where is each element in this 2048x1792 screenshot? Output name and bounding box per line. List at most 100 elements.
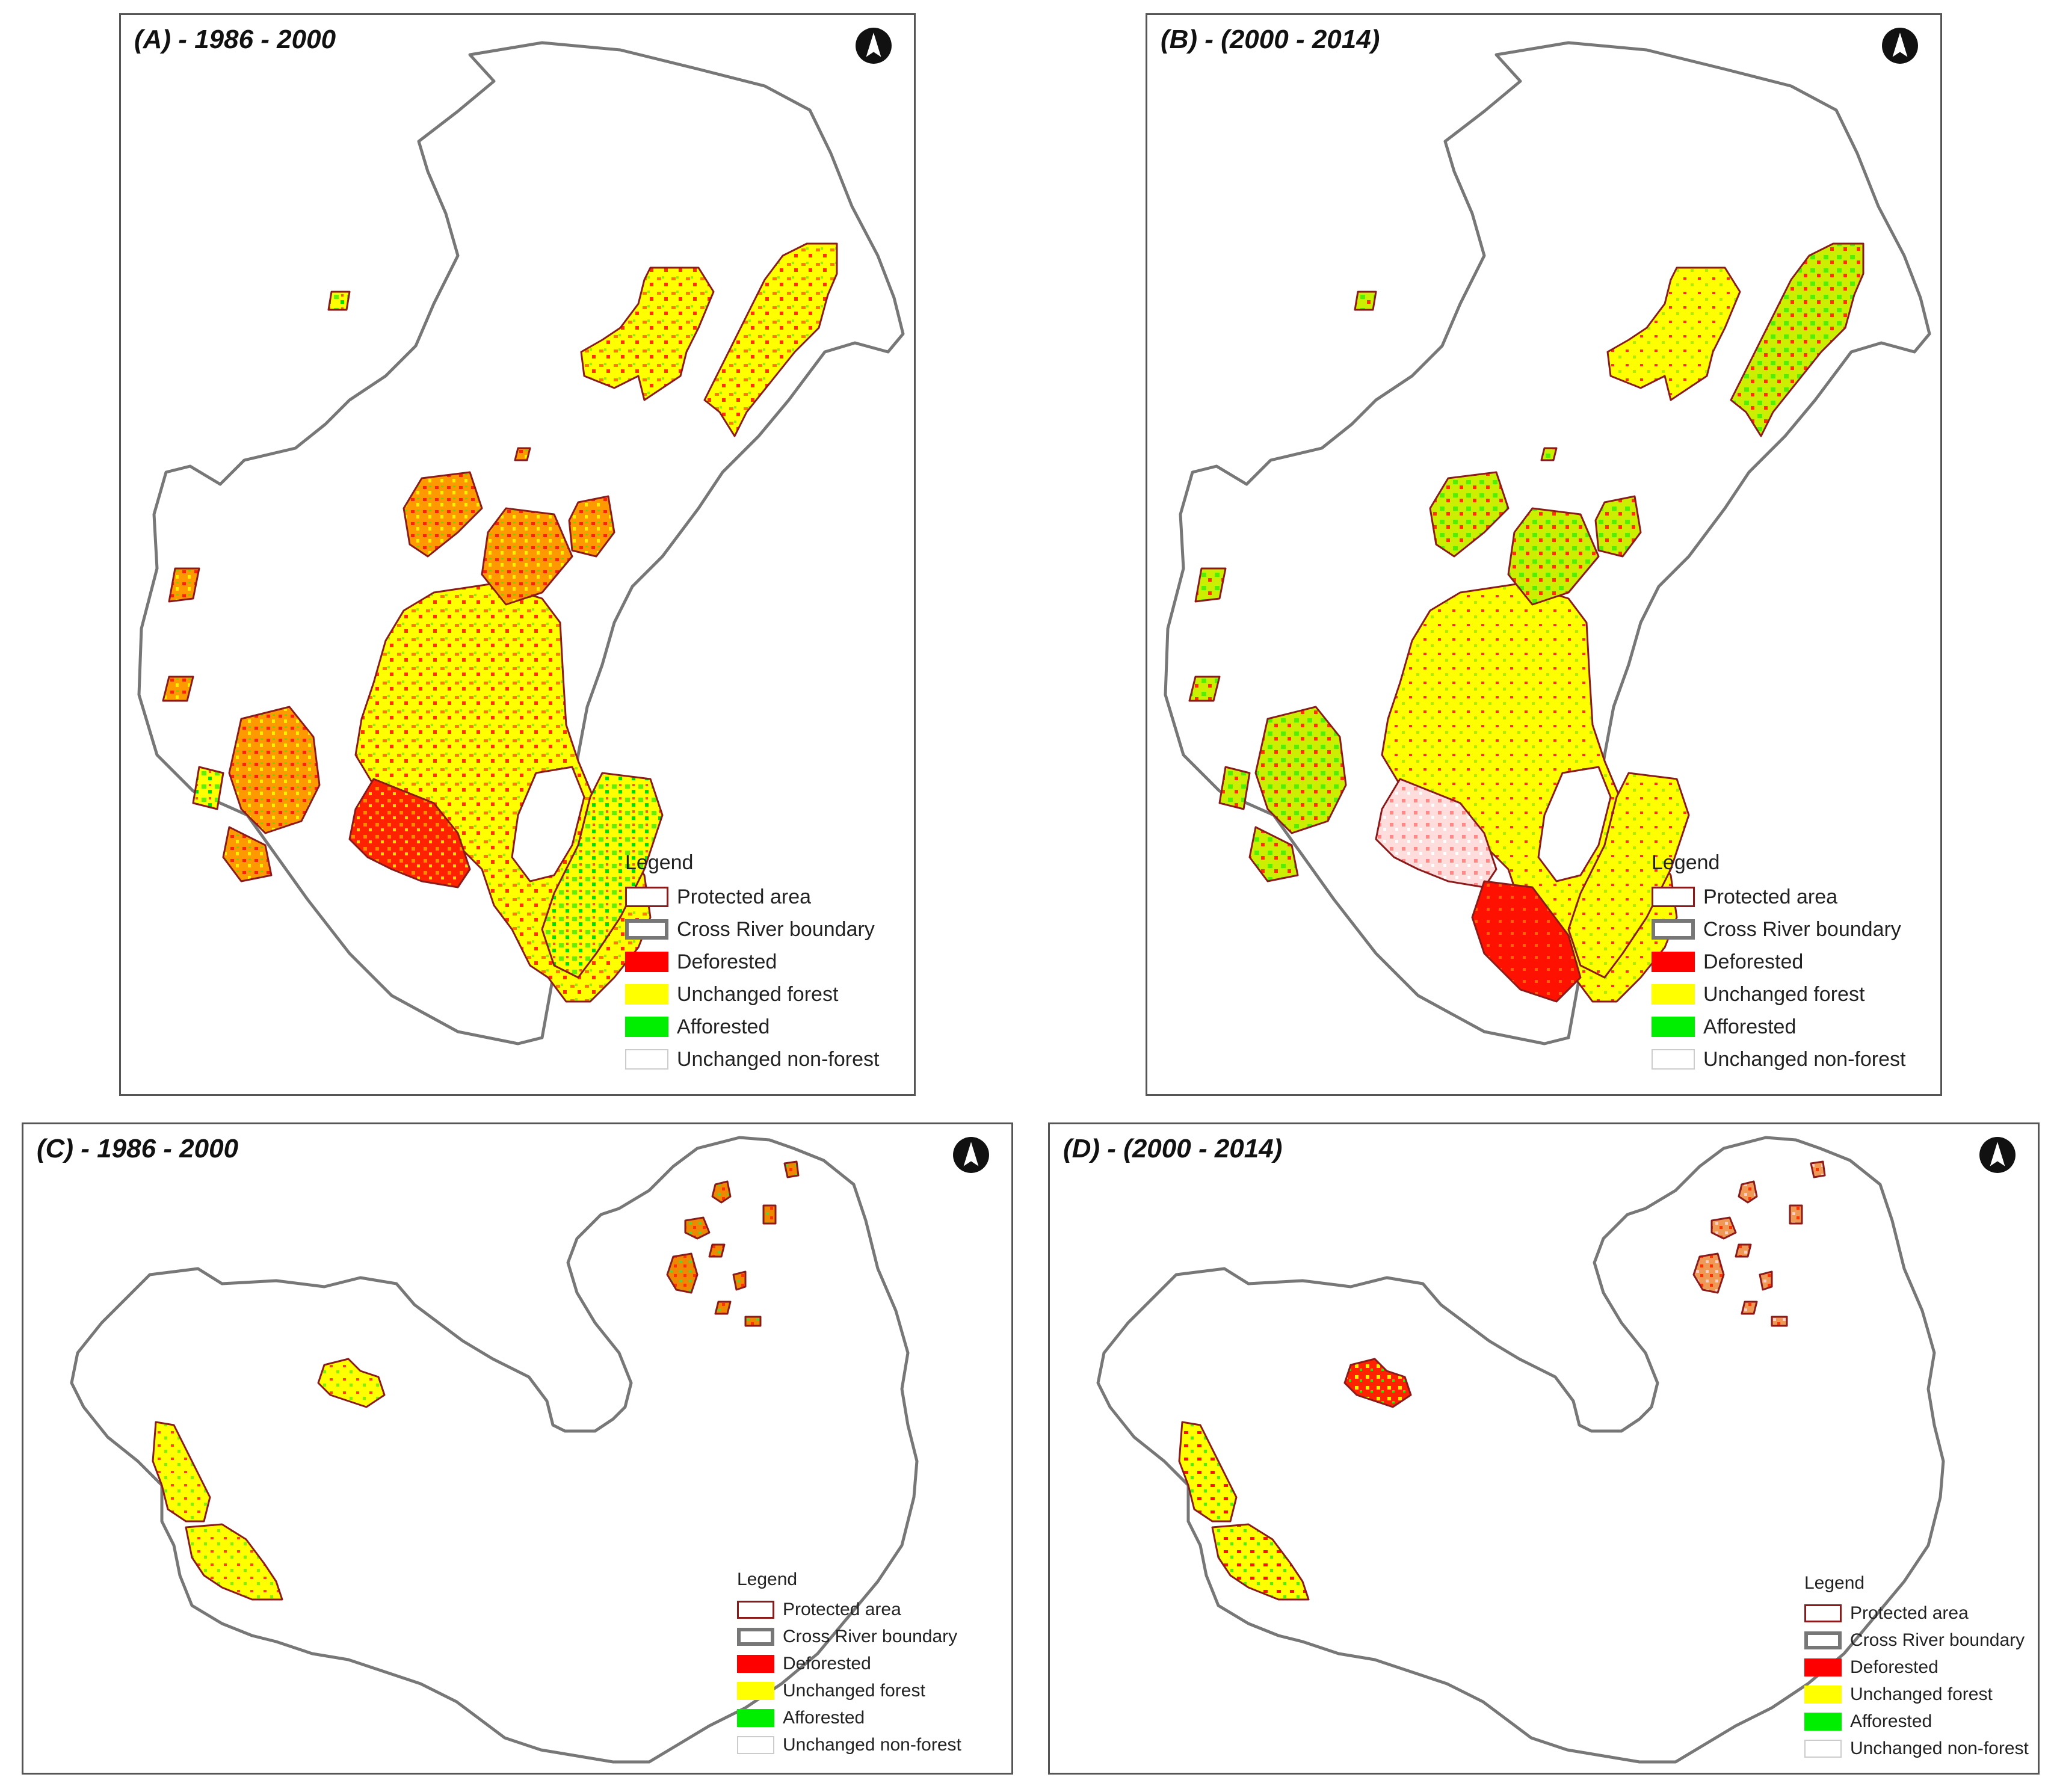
legend-label: Afforested — [1703, 1015, 1797, 1038]
forest-patch — [708, 1243, 726, 1258]
afforested-swatch — [737, 1708, 774, 1727]
forest-patch — [1211, 1523, 1310, 1601]
panel-title-c: (C) - 1986 - 2000 — [37, 1134, 239, 1163]
map-b — [1164, 41, 1931, 1045]
forest-patch — [1540, 447, 1558, 461]
protected-area-swatch — [625, 887, 668, 907]
forest-patch — [1507, 507, 1600, 606]
forest-patch — [1194, 567, 1227, 603]
unchanged-forest-swatch — [1652, 984, 1695, 1005]
forest-patch — [185, 1523, 283, 1601]
forest-patch — [1343, 1358, 1412, 1408]
forest-patch — [714, 1301, 732, 1315]
panel-title-a: (A) - 1986 - 2000 — [134, 25, 336, 54]
forest-patch — [327, 291, 351, 311]
legend-title: Legend — [1652, 851, 1720, 874]
map-panel-b: (B) - (2000 - 2014) Legend Protected are… — [1146, 13, 1942, 1096]
legend-label: Protected area — [1703, 885, 1838, 908]
legend-item-deforested: Deforested — [1804, 1654, 2029, 1681]
legend-label: Unchanged forest — [783, 1680, 925, 1701]
forest-patch — [228, 706, 321, 834]
cross-river-boundary — [1096, 1136, 1945, 1764]
legend-label: Deforested — [783, 1653, 871, 1673]
protected-areas — [1188, 242, 1864, 1003]
legend-item-boundary: Cross River boundary — [737, 1623, 961, 1650]
unchanged-non-forest-swatch — [737, 1735, 774, 1754]
forest-patch — [1178, 1421, 1238, 1523]
legend-item-boundary: Cross River boundary — [1804, 1627, 2029, 1654]
map-c — [70, 1136, 919, 1764]
legend-item-unchanged-non-forest: Unchanged non-forest — [625, 1043, 879, 1076]
forest-patch — [1771, 1316, 1788, 1327]
legend-label: Protected area — [783, 1599, 901, 1619]
forest-patch — [1354, 291, 1377, 311]
legend-label: Protected area — [677, 885, 812, 908]
forest-patch — [222, 826, 273, 882]
north-arrow-icon — [1882, 28, 1918, 64]
legend-item-unchanged-non-forest: Unchanged non-forest — [1652, 1043, 1905, 1076]
legend-item-deforested: Deforested — [737, 1650, 961, 1677]
map-a — [137, 41, 905, 1045]
cross-river-boundary — [137, 41, 905, 1045]
legend-item-afforested: Afforested — [737, 1704, 961, 1731]
legend: Legend Protected area Cross River bounda… — [737, 1569, 961, 1758]
legend-label: Afforested — [783, 1707, 865, 1728]
forest-patch — [1537, 766, 1612, 882]
forest-patch — [348, 778, 471, 888]
forest-patch — [481, 507, 573, 606]
forest-patch — [514, 447, 531, 461]
forest-patch — [744, 1316, 762, 1327]
forest-patch — [1218, 766, 1251, 810]
protected-area-swatch — [737, 1600, 774, 1619]
forest-patch — [192, 766, 224, 810]
unchanged-non-forest-swatch — [1652, 1049, 1695, 1070]
legend-label: Protected area — [1850, 1603, 1969, 1623]
forest-patch — [317, 1358, 386, 1408]
legend: Legend Protected area Cross River bounda… — [1804, 1573, 2029, 1762]
forest-patch — [1738, 1180, 1758, 1204]
legend-item-protected-area: Protected area — [625, 881, 879, 913]
legend-item-unchanged-forest: Unchanged forest — [1652, 978, 1905, 1011]
forest-patch — [580, 266, 715, 401]
forest-patch — [1692, 1252, 1725, 1294]
forest-patch — [732, 1270, 747, 1291]
forest-patch — [1188, 676, 1221, 702]
deforested-swatch — [1652, 952, 1695, 972]
legend-title: Legend — [1804, 1573, 1865, 1593]
legend-label: Deforested — [1850, 1657, 1939, 1677]
legend-item-boundary: Cross River boundary — [1652, 913, 1905, 946]
legend-item-unchanged-forest: Unchanged forest — [625, 978, 879, 1011]
afforested-swatch — [1652, 1017, 1695, 1037]
unchanged-forest-swatch — [1804, 1685, 1842, 1704]
north-arrow-icon — [1979, 1137, 2016, 1173]
forest-patch — [1429, 471, 1510, 558]
legend-label: Afforested — [1850, 1711, 1932, 1731]
forest-patch — [1735, 1243, 1752, 1258]
legend-label: Afforested — [677, 1015, 770, 1038]
forest-patch — [1741, 1301, 1758, 1315]
legend-item-unchanged-non-forest: Unchanged non-forest — [737, 1731, 961, 1758]
deforested-swatch — [1804, 1658, 1842, 1677]
legend-label: Deforested — [677, 950, 777, 973]
boundary-swatch — [1804, 1631, 1842, 1649]
cross-river-boundary — [1164, 41, 1931, 1045]
legend-label: Unchanged non-forest — [677, 1047, 880, 1071]
cross-river-boundary — [70, 1136, 919, 1764]
afforested-swatch — [625, 1017, 668, 1037]
legend-label: Unchanged forest — [677, 982, 839, 1006]
legend-label: Unchanged non-forest — [1850, 1738, 2029, 1758]
boundary-swatch — [1652, 919, 1695, 940]
forest-patch — [1594, 495, 1642, 558]
map-panel-a: (A) - 1986 - 2000 Legend Protected area … — [119, 13, 916, 1096]
legend-label: Cross River boundary — [677, 917, 875, 941]
legend-label: Unchanged forest — [1703, 982, 1865, 1006]
forest-patch — [762, 1204, 777, 1225]
forest-patch — [1567, 772, 1690, 979]
legend-label: Cross River boundary — [1850, 1630, 2025, 1650]
forest-patch — [783, 1160, 800, 1178]
afforested-swatch — [1804, 1712, 1842, 1731]
unchanged-non-forest-swatch — [625, 1049, 668, 1070]
protected-areas — [162, 242, 838, 1003]
protected-area-swatch — [1652, 887, 1695, 907]
map-panel-d: (D) - (2000 - 2014) Legend Protected are… — [1048, 1122, 2040, 1775]
